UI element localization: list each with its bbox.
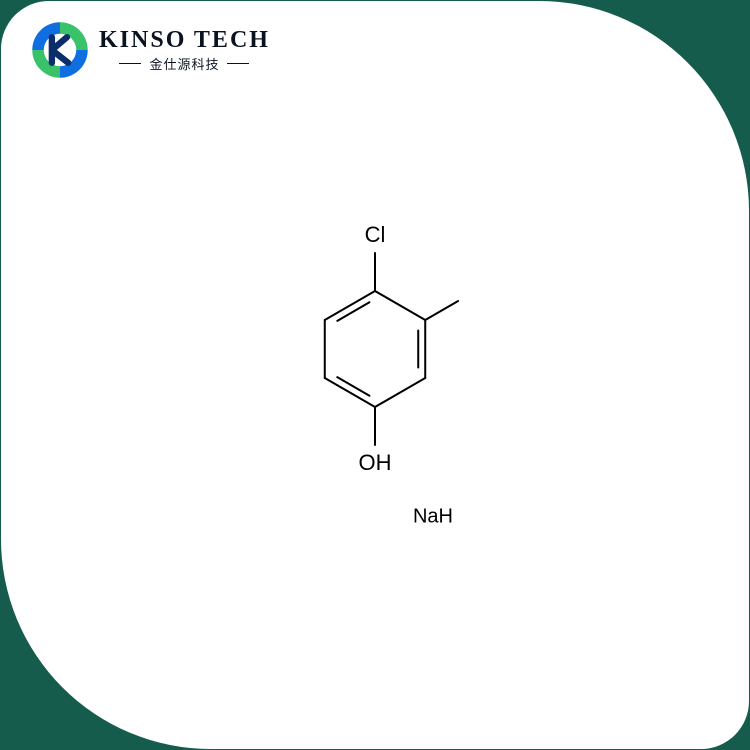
logo-subtitle: 金仕源科技 bbox=[119, 54, 249, 73]
chemical-structure: Cl OH NaH bbox=[255, 199, 495, 519]
company-logo-icon bbox=[31, 21, 89, 79]
content-card: KINSO TECH 金仕源科技 Cl OH NaH bbox=[1, 1, 749, 749]
label-cl: Cl bbox=[365, 222, 386, 248]
logo-block: KINSO TECH 金仕源科技 bbox=[31, 21, 270, 79]
label-counterion: NaH bbox=[413, 506, 453, 529]
logo-text-block: KINSO TECH 金仕源科技 bbox=[99, 27, 270, 73]
label-oh: OH bbox=[359, 450, 392, 476]
logo-title: KINSO TECH bbox=[99, 27, 270, 54]
